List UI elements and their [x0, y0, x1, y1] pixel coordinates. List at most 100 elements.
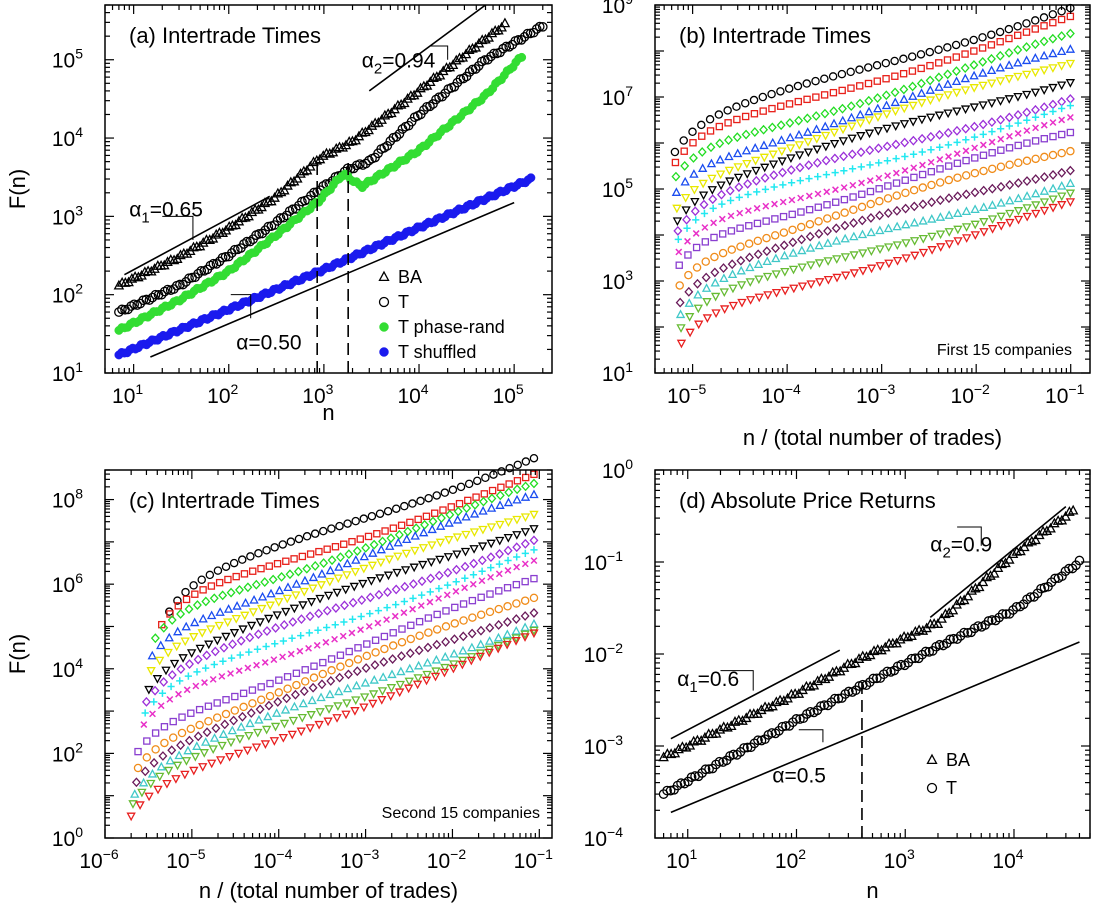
data-point [342, 699, 352, 709]
data-point [988, 149, 996, 157]
data-point [164, 632, 174, 642]
data-point [1057, 15, 1066, 24]
data-point [138, 777, 149, 787]
data-point [971, 144, 979, 152]
data-point [195, 720, 204, 730]
data-point [308, 682, 318, 693]
data-point [388, 654, 398, 664]
y-axis-label: F(n) [5, 634, 30, 674]
panel-b-axes: 10−510−410−310−210−1101103105107109n / (… [602, 0, 1091, 450]
data-point [675, 261, 683, 269]
data-point [728, 301, 739, 311]
data-point [383, 616, 390, 624]
data-point [452, 533, 463, 543]
data-point [1039, 172, 1049, 182]
company-curve [126, 629, 539, 822]
data-point [383, 587, 393, 598]
data-point [753, 188, 761, 196]
data-point [431, 667, 441, 677]
data-point [512, 531, 522, 540]
data-point [202, 650, 212, 661]
data-point [925, 96, 936, 106]
panel-c-frame [104, 469, 553, 839]
data-point [918, 215, 928, 225]
data-point [309, 187, 319, 198]
data-point [497, 467, 506, 476]
data-point [1066, 128, 1075, 137]
data-point [530, 557, 538, 565]
data-point [435, 538, 446, 548]
data-point [208, 258, 219, 269]
data-point [970, 231, 980, 240]
data-point [469, 580, 477, 588]
data-point [435, 521, 446, 530]
data-point [918, 183, 928, 192]
data-point [690, 206, 700, 217]
data-point [149, 757, 159, 768]
y-tick-label: 108 [52, 486, 83, 513]
data-point [823, 188, 831, 196]
data-point [778, 167, 788, 178]
data-point [257, 564, 265, 573]
data-point [697, 147, 707, 157]
data-point [970, 187, 980, 198]
data-point [503, 533, 513, 543]
y-tick-label: 10−4 [584, 824, 624, 851]
data-point [997, 609, 1008, 619]
data-point [348, 629, 356, 637]
data-point [218, 590, 228, 601]
data-point [231, 692, 239, 701]
data-point [378, 672, 388, 681]
data-point [282, 693, 292, 704]
data-point [823, 201, 831, 209]
data-point [181, 757, 192, 766]
data-point [1030, 39, 1040, 50]
data-point [962, 156, 970, 165]
data-point [415, 631, 424, 640]
data-point [847, 149, 857, 160]
data-point [451, 603, 459, 612]
data-point [680, 741, 692, 752]
data-point [377, 696, 387, 705]
company-curve [147, 489, 539, 660]
data-point [793, 81, 803, 91]
data-point [238, 625, 248, 635]
data-point [417, 576, 427, 587]
data-point [493, 644, 503, 654]
data-point [348, 597, 358, 608]
data-point [706, 127, 715, 135]
data-point [970, 220, 980, 230]
data-point [375, 509, 385, 518]
data-point [283, 684, 292, 694]
data-point [389, 629, 397, 637]
data-point [714, 723, 726, 734]
data-point [520, 611, 530, 621]
data-point [945, 634, 956, 645]
data-point [430, 672, 441, 682]
x-tick-label: 101 [666, 846, 697, 873]
data-point [424, 493, 433, 503]
data-point [866, 187, 875, 196]
data-point [805, 219, 815, 229]
data-point [883, 194, 893, 203]
data-point [167, 670, 177, 680]
data-point [1065, 189, 1076, 199]
data-point [495, 536, 505, 546]
data-point [289, 604, 300, 614]
data-point [452, 578, 460, 586]
data-point [776, 135, 787, 144]
data-point [126, 272, 138, 283]
data-point [1031, 174, 1041, 184]
data-point [970, 133, 979, 141]
data-point [901, 203, 911, 214]
data-point [1022, 28, 1031, 36]
x-tick-label: 103 [884, 846, 915, 873]
data-point [144, 685, 154, 695]
data-point [278, 212, 289, 223]
data-point [881, 90, 891, 101]
data-point [979, 166, 988, 176]
data-point [978, 68, 988, 77]
data-point [1048, 203, 1058, 213]
data-point [445, 509, 455, 520]
